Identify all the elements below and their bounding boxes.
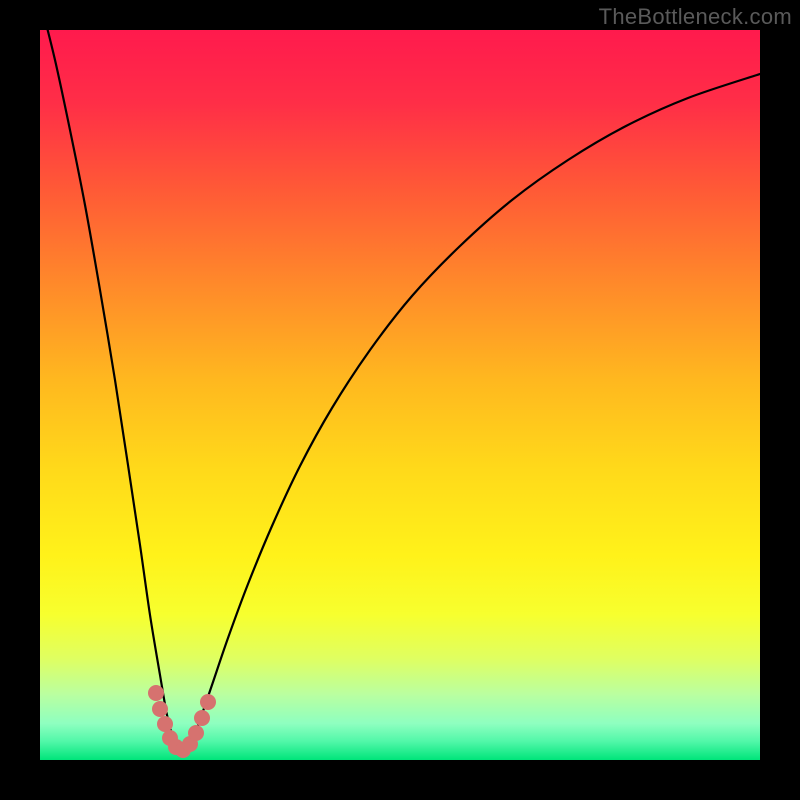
minimum-marker	[148, 685, 164, 701]
minimum-marker	[200, 694, 216, 710]
bottleneck-chart	[0, 0, 800, 800]
plot-background-gradient	[40, 30, 760, 760]
chart-container: { "watermark": { "text": "TheBottleneck.…	[0, 0, 800, 800]
minimum-marker	[188, 725, 204, 741]
minimum-marker	[157, 716, 173, 732]
minimum-marker	[152, 701, 168, 717]
minimum-marker	[194, 710, 210, 726]
watermark-text: TheBottleneck.com	[599, 4, 792, 30]
